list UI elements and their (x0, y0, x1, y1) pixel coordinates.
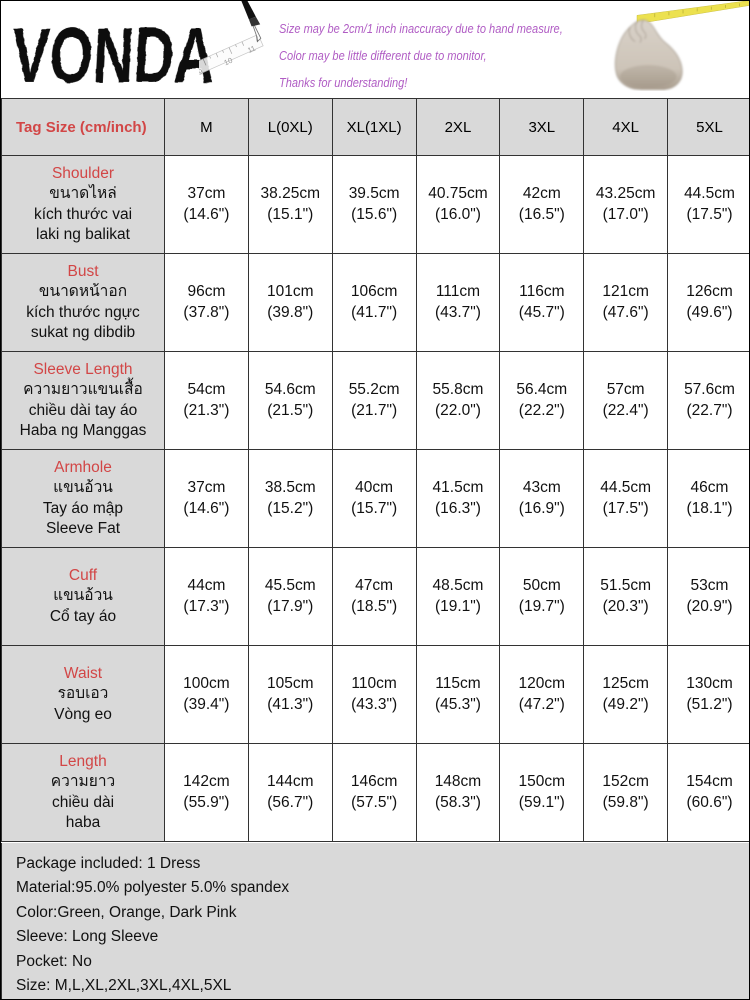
svg-text:VONDA: VONDA (10, 12, 217, 99)
